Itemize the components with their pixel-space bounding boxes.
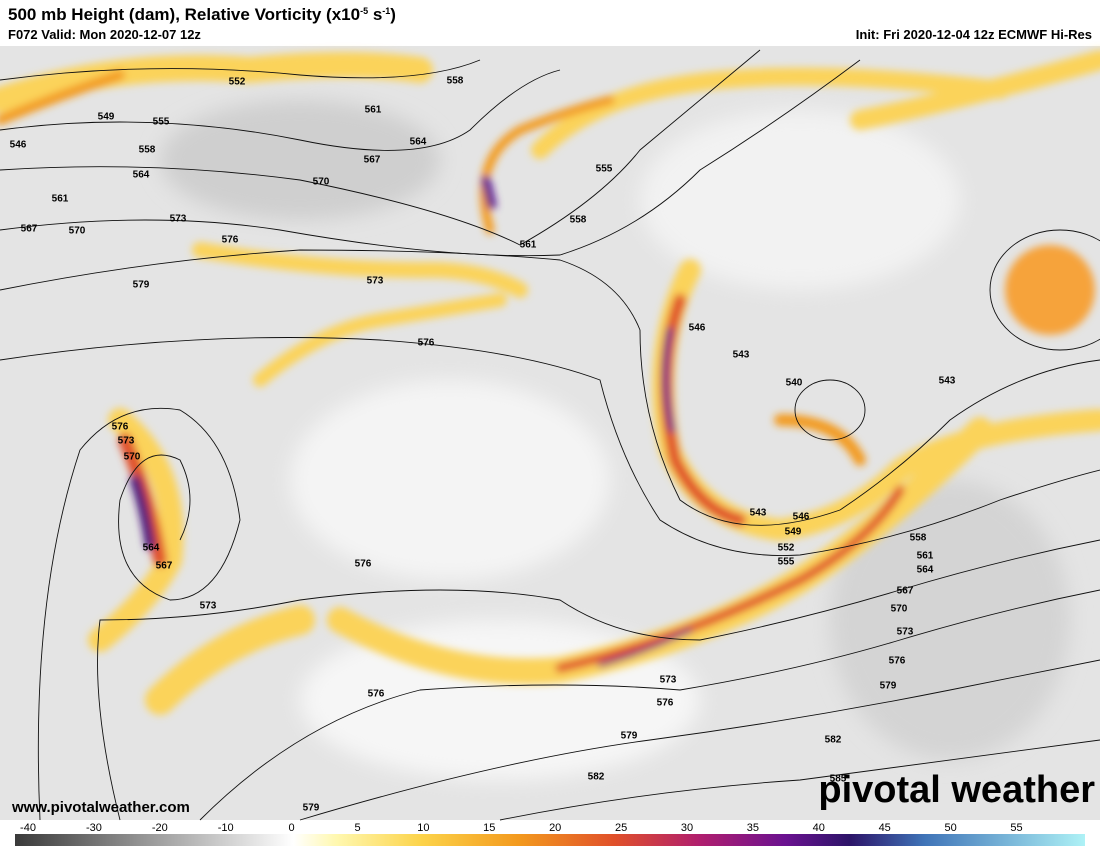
contour-label: 576	[112, 422, 129, 433]
contour-label: 564	[133, 170, 150, 181]
contour-label: 561	[917, 551, 934, 562]
contour-label: 555	[153, 117, 170, 128]
contour-label: 573	[118, 436, 135, 447]
colorbar-tick-label: -10	[218, 822, 234, 834]
contour-label: 576	[889, 656, 906, 667]
colorbar-tick-label: -20	[152, 822, 168, 834]
contour-label: 552	[229, 77, 246, 88]
contour-label: 558	[139, 145, 156, 156]
title-text: 500 mb Height (dam), Relative Vorticity …	[8, 5, 360, 24]
colorbar-tick-label: 30	[681, 822, 693, 834]
contour-label: 576	[222, 235, 239, 246]
contour-label: 576	[355, 559, 372, 570]
contour-label: 543	[750, 508, 767, 519]
contour-label: 549	[785, 527, 802, 538]
contour-label: 567	[364, 155, 381, 166]
contour-label: 573	[897, 627, 914, 638]
logo: pivotal weather	[818, 769, 1095, 811]
shading-vorticity	[0, 50, 1100, 715]
contour-label: 576	[657, 698, 674, 709]
contour-label: 585	[830, 774, 847, 785]
contour-label: 570	[313, 177, 330, 188]
colorbar-tick-label: -30	[86, 822, 102, 834]
colorbar-tick-label: 40	[813, 822, 825, 834]
contour-label: 576	[418, 338, 435, 349]
colorbar-tick-label: 50	[944, 822, 956, 834]
contour-label: 570	[891, 604, 908, 615]
init-time: Init: Fri 2020-12-04 12z ECMWF Hi-Res	[856, 27, 1092, 42]
map: 552 549 555 546 558 564 561 567 570 573 576 579 558 5…	[0, 46, 1100, 821]
colorbar-tick-label: 45	[879, 822, 891, 834]
contour-label: 567	[21, 224, 38, 235]
contour-label: 570	[124, 452, 141, 463]
colorbar-tick-label: 15	[483, 822, 495, 834]
colorbar-tick-label: 0	[289, 822, 295, 834]
title-unit: s	[368, 5, 382, 24]
colorbar-tick-label: 10	[417, 822, 429, 834]
contour-label: 573	[660, 675, 677, 686]
contour-label: 564	[917, 565, 934, 576]
contour-label: 561	[365, 105, 382, 116]
contour-label: 552	[778, 543, 795, 554]
contour-label: 543	[733, 350, 750, 361]
contour-label: 564	[143, 543, 160, 554]
contour-label: 567	[156, 561, 173, 572]
colorbar-tick-label: 5	[354, 822, 360, 834]
title: 500 mb Height (dam), Relative Vorticity …	[8, 5, 396, 24]
contour-label: 558	[570, 215, 587, 226]
colorbar-tick-label: 20	[549, 822, 561, 834]
colorbar-ticks: -40 -30 -20 -10 0 5 10 15 20 25 30 35 40 45 50 55	[20, 822, 1023, 834]
height-contours	[0, 49, 1100, 821]
colorbar-tick-label: 25	[615, 822, 627, 834]
contour-label: 579	[880, 681, 897, 692]
contour-label: 567	[897, 586, 914, 597]
contour-label: 573	[200, 601, 217, 612]
contour-labels: 552 549 555 546 558 564 561 567 570 573 576 579 558 5…	[10, 76, 956, 814]
contour-label: 582	[588, 772, 605, 783]
contour-label: 540	[786, 378, 803, 389]
contour-label: 555	[778, 557, 795, 568]
contour-label: 573	[170, 214, 187, 225]
colorbar-tick-label: -40	[20, 822, 36, 834]
colorbar	[15, 834, 1085, 846]
contour-label: 543	[939, 376, 956, 387]
title-exponent: -5	[360, 6, 368, 16]
contour-label: 546	[10, 140, 27, 151]
contour-label: 576	[368, 689, 385, 700]
colorbar-tick-label: 35	[747, 822, 759, 834]
contour-label: 549	[98, 112, 115, 123]
contour-label: 546	[793, 512, 810, 523]
contour-label: 561	[520, 240, 537, 251]
contour-label: 579	[621, 731, 638, 742]
title-close: )	[390, 5, 396, 24]
contour-label: 558	[910, 533, 927, 544]
contour-label: 582	[825, 735, 842, 746]
contour-label: 570	[69, 226, 86, 237]
valid-time: F072 Valid: Mon 2020-12-07 12z	[8, 27, 201, 42]
contour-label: 579	[133, 280, 150, 291]
contour-label: 558	[447, 76, 464, 87]
colorbar-tick-label: 55	[1010, 822, 1022, 834]
contour-label: 546	[689, 323, 706, 334]
website-url: www.pivotalweather.com	[11, 799, 190, 816]
title-unit-exponent: -1	[382, 6, 390, 16]
contour-label: 561	[52, 194, 69, 205]
contour-label: 564	[410, 137, 427, 148]
contour-label: 579	[303, 803, 320, 814]
contour-label: 555	[596, 164, 613, 175]
contour-label: 573	[367, 276, 384, 287]
